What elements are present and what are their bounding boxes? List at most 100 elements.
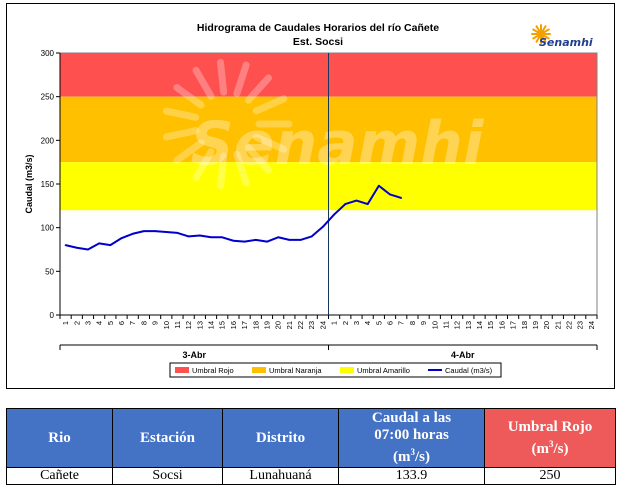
header-estacion: Estación: [112, 408, 223, 468]
legend-swatch: [175, 367, 189, 373]
logo-sun-icon: [543, 28, 550, 33]
watermark-ray: [192, 148, 215, 182]
series-point: [187, 235, 190, 238]
x-tick-label: 24: [318, 321, 327, 329]
x-tick-label: 22: [565, 321, 574, 329]
series-point: [143, 230, 145, 233]
x-tick-label: 22: [296, 321, 305, 329]
chart-panel: Senamhi 0 50 100 150 200 250 300 Caudal (m3/s) 1 2…: [6, 3, 615, 389]
series-point: [299, 238, 302, 241]
series-point: [232, 239, 235, 242]
x-tick-label: 5: [374, 321, 383, 325]
series-point: [389, 193, 391, 196]
x-tick-label: 9: [151, 321, 160, 325]
legend-label: Umbral Amarillo: [357, 366, 410, 375]
x-tick-label: 19: [262, 321, 271, 329]
x-tick-label: 21: [553, 321, 562, 329]
legend-label: Caudal (m3/s): [445, 366, 493, 375]
x-tick-label: 20: [542, 321, 551, 329]
x-tick-label: 21: [285, 321, 294, 329]
chart-title: Hidrograma de Caudales Horarios del río …: [197, 22, 439, 34]
logo-text: Senamhi: [539, 36, 593, 49]
x-tick-label: 14: [207, 321, 216, 329]
x-tick-label: 10: [162, 321, 171, 329]
watermark-ray: [252, 95, 288, 115]
x-tick-label: 4: [363, 321, 372, 325]
series-point: [210, 236, 212, 239]
watermark-ray: [244, 144, 272, 174]
series-point: [322, 225, 324, 228]
series-point: [64, 244, 67, 247]
y-tick-label: 250: [41, 93, 55, 102]
logo-sun-icon: [542, 36, 547, 43]
series-point: [176, 232, 179, 234]
header-umbral-rojo: Umbral Rojo (m3/s): [484, 408, 616, 468]
watermark-ray: [173, 84, 205, 109]
y-tick-label: 300: [41, 49, 55, 58]
watermark-ray: [173, 139, 205, 164]
x-tick-label: 15: [486, 321, 495, 329]
watermark-ray: [233, 150, 250, 187]
watermark-ray: [233, 61, 250, 98]
x-tick-label: 14: [475, 321, 484, 329]
x-tick-label: 3: [352, 321, 361, 325]
x-tick-label: 17: [509, 321, 518, 329]
cell-umbral-rojo: 250: [484, 467, 616, 485]
header-distrito: Distrito: [222, 408, 339, 468]
series-point: [333, 213, 335, 216]
x-tick-label: 8: [139, 321, 148, 325]
legend-label: Umbral Naranja: [269, 366, 322, 375]
x-tick-label: 23: [307, 321, 316, 329]
x-tick-label: 2: [341, 321, 350, 325]
x-tick-label: 15: [218, 321, 227, 329]
x-tick-label: 7: [397, 321, 406, 325]
x-tick-label: 19: [531, 321, 540, 329]
x-tick-label: 12: [453, 321, 462, 329]
x-tick-label: 12: [184, 321, 193, 329]
series-point: [154, 230, 156, 233]
header-rio: Rio: [6, 408, 113, 468]
y-tick-label: 50: [45, 267, 54, 276]
logo-sun-icon: [542, 25, 547, 32]
x-tick-label: 20: [274, 321, 283, 329]
x-tick-label: 18: [520, 321, 529, 329]
logo-sun-icon: [532, 28, 539, 33]
series-point: [198, 234, 201, 237]
watermark-ray: [217, 152, 228, 190]
x-tick-label: 11: [441, 321, 450, 329]
x-tick-label: 6: [386, 321, 395, 325]
cell-caudal: 133.9: [338, 467, 485, 485]
series-point: [221, 236, 224, 239]
series-point: [75, 246, 78, 249]
y-tick-label: 200: [41, 136, 55, 145]
x-tick-label: 16: [497, 321, 506, 329]
series-point: [366, 203, 369, 205]
cell-estacion: Socsi: [112, 467, 223, 485]
logo-sun-icon: [535, 36, 540, 43]
x-tick-label: 8: [408, 321, 417, 325]
day-label: 3-Abr: [182, 350, 206, 360]
series-point: [355, 199, 358, 202]
series-point: [266, 240, 268, 243]
watermark-ray: [217, 58, 228, 96]
x-tick-label: 3: [83, 321, 92, 325]
x-tick-label: 4: [95, 321, 104, 325]
y-tick-label: 150: [41, 180, 55, 189]
watermark-ray: [252, 133, 288, 153]
series-point: [243, 240, 246, 243]
watermark-ray: [192, 66, 215, 100]
series-point: [109, 244, 112, 247]
day-label: 4-Abr: [451, 350, 475, 360]
x-tick-label: 13: [195, 321, 204, 329]
series-point: [165, 231, 168, 233]
legend-box: [169, 362, 502, 378]
legend-label: Umbral Rojo: [192, 366, 234, 375]
x-tick-label: 9: [419, 321, 428, 325]
watermark-ray: [244, 74, 272, 104]
y-tick-label: 0: [50, 311, 55, 320]
logo-sun-icon: [535, 25, 540, 32]
logo-sun-icon: [537, 30, 545, 38]
series-point: [400, 197, 403, 199]
x-tick-label: 13: [464, 321, 473, 329]
x-tick-label: 11: [173, 321, 182, 329]
